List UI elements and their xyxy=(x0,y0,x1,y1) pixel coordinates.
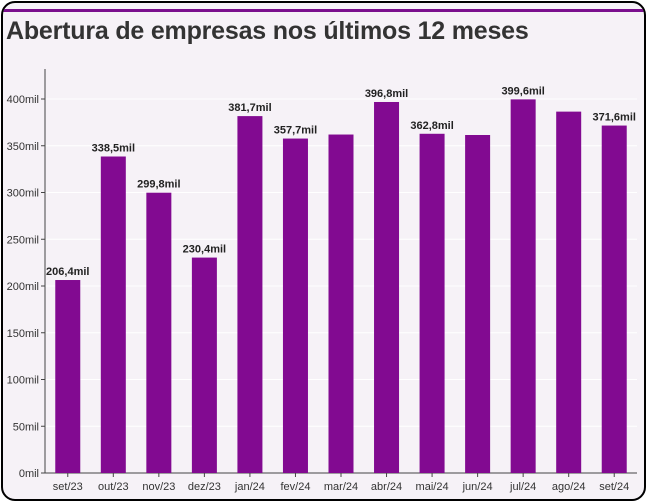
x-tick-label: jan/24 xyxy=(234,481,265,493)
chart-title: Abertura de empresas nos últimos 12 mese… xyxy=(6,17,529,45)
data-label: 371,6mil xyxy=(593,112,636,124)
data-label: 381,7mil xyxy=(228,102,271,114)
x-tick-label: mar/24 xyxy=(324,481,358,493)
bar-jul-24 xyxy=(510,99,536,474)
bar-chart: 0mil 50mil 100mil 150mil 200mil 250mil 300mil 3… xyxy=(7,69,637,493)
bar-fev-24 xyxy=(282,138,308,473)
x-tick-label: mai/24 xyxy=(416,481,449,493)
y-tick-label: 350mil xyxy=(7,141,39,153)
data-label: 357,7mil xyxy=(274,125,317,137)
x-tick-label: nov/23 xyxy=(142,481,175,493)
data-label: 399,6mil xyxy=(501,85,544,97)
data-label: 338,5mil xyxy=(92,143,135,155)
data-label: 362,8mil xyxy=(410,120,453,132)
bar-dez-23 xyxy=(191,257,217,473)
x-tick-label: jul/24 xyxy=(509,481,536,493)
y-tick-label: 400mil xyxy=(7,94,39,106)
y-tick-label: 250mil xyxy=(7,234,39,246)
bar-abr-24 xyxy=(374,101,400,473)
y-tick-label: 100mil xyxy=(7,375,39,387)
bar-jun-24 xyxy=(465,134,491,473)
bar-nov-23 xyxy=(146,192,172,473)
data-label: 396,8mil xyxy=(365,88,408,100)
data-label: 230,4mil xyxy=(183,244,226,256)
x-tick-label: fev/24 xyxy=(280,481,310,493)
x-tick-label: ago/24 xyxy=(552,481,586,493)
x-tick-label: set/24 xyxy=(599,481,629,493)
x-tick-label: jun/24 xyxy=(462,481,493,493)
data-label: 299,8mil xyxy=(137,179,180,191)
y-tick-label: 50mil xyxy=(13,421,39,433)
x-tick-label: out/23 xyxy=(98,481,129,493)
bar-mar-24 xyxy=(328,134,354,473)
x-tick-label: set/23 xyxy=(53,481,83,493)
bar-ago-24 xyxy=(556,111,582,473)
bar-jan-24 xyxy=(237,116,263,473)
bar-mai-24 xyxy=(419,133,445,474)
y-tick-label: 200mil xyxy=(7,281,39,293)
y-tick-label: 150mil xyxy=(7,328,39,340)
y-tick-label: 0mil xyxy=(19,468,39,480)
accent-rule xyxy=(3,9,644,12)
bar-set-23 xyxy=(55,280,81,473)
x-tick-label: abr/24 xyxy=(371,481,402,493)
bar-out-23 xyxy=(100,156,126,473)
data-label: 206,4mil xyxy=(46,266,89,278)
y-tick-label: 300mil xyxy=(7,188,39,200)
bar-set-24 xyxy=(601,125,627,473)
x-tick-label: dez/23 xyxy=(188,481,221,493)
